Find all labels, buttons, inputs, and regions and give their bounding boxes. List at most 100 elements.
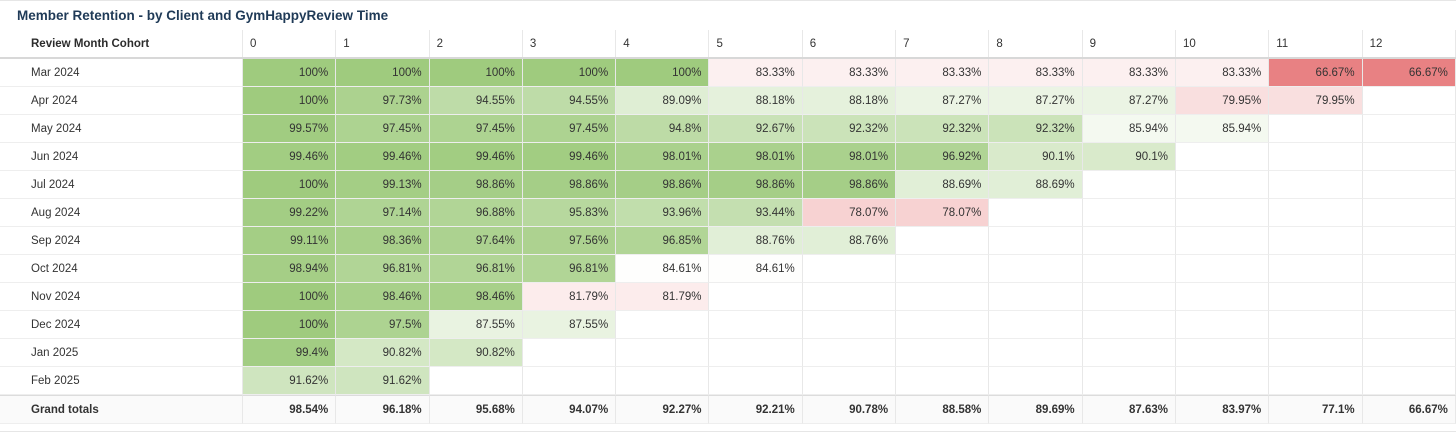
retention-cell: 93.96% <box>616 199 710 227</box>
retention-cell: 83.33% <box>1175 59 1270 87</box>
retention-cell: 97.64% <box>429 227 523 255</box>
retention-cell: 87.27% <box>989 87 1083 115</box>
column-header-4[interactable]: 4 <box>616 30 710 57</box>
retention-cell: 98.01% <box>616 143 710 171</box>
retention-cell <box>1175 255 1270 283</box>
cohort-label: Oct 2024 <box>0 255 243 283</box>
retention-cell <box>896 311 990 339</box>
retention-cell <box>1175 283 1270 311</box>
retention-cell: 96.81% <box>429 255 523 283</box>
retention-cell <box>896 367 990 395</box>
retention-cell <box>1175 227 1270 255</box>
retention-cell: 94.55% <box>429 87 523 115</box>
retention-cell: 97.73% <box>336 87 430 115</box>
column-header-3[interactable]: 3 <box>523 30 617 57</box>
retention-cell: 99.11% <box>243 227 337 255</box>
retention-cell: 100% <box>616 59 710 87</box>
grand-total-cell: 92.27% <box>616 395 710 424</box>
retention-cell: 98.46% <box>336 283 430 311</box>
retention-cell: 100% <box>243 171 337 199</box>
column-header-12[interactable]: 12 <box>1363 30 1456 57</box>
cohort-label: May 2024 <box>0 115 243 143</box>
column-header-6[interactable]: 6 <box>803 30 897 57</box>
retention-cell: 88.76% <box>709 227 803 255</box>
grand-total-cell: 88.58% <box>896 395 990 424</box>
retention-cell: 87.27% <box>896 87 990 115</box>
cohort-label: Jan 2025 <box>0 339 243 367</box>
retention-cell <box>1362 199 1456 227</box>
retention-cell <box>802 339 897 367</box>
retention-cell <box>1362 227 1456 255</box>
table-row: Dec 2024 100% 97.5% 87.55% 87.55% <box>0 311 1456 339</box>
retention-cell: 98.01% <box>709 143 803 171</box>
column-header-7[interactable]: 7 <box>896 30 990 57</box>
retention-cell: 66.67% <box>1269 59 1363 87</box>
retention-cell <box>1362 339 1456 367</box>
column-header-11[interactable]: 11 <box>1269 30 1363 57</box>
retention-cell: 84.61% <box>616 255 710 283</box>
retention-cell: 87.55% <box>522 311 617 339</box>
table-row: Oct 2024 98.94% 96.81% 96.81% 96.81% 84.61% 84… <box>0 255 1456 283</box>
retention-cell: 98.86% <box>429 171 523 199</box>
column-header-10[interactable]: 10 <box>1176 30 1270 57</box>
retention-cell <box>709 367 803 395</box>
retention-cell <box>1082 367 1176 395</box>
retention-cell: 88.69% <box>989 171 1083 199</box>
retention-cell <box>802 283 897 311</box>
retention-cell <box>1175 367 1270 395</box>
retention-cell: 90.1% <box>1082 143 1176 171</box>
retention-cell: 99.4% <box>243 339 337 367</box>
retention-cell <box>1175 311 1270 339</box>
column-header-cohort[interactable]: Review Month Cohort <box>0 30 243 57</box>
retention-cell: 100% <box>243 59 337 87</box>
retention-cell <box>989 255 1083 283</box>
retention-cell: 96.92% <box>896 143 990 171</box>
retention-cell: 88.18% <box>802 87 897 115</box>
cohort-label: Feb 2025 <box>0 367 243 395</box>
retention-cell: 87.55% <box>429 311 523 339</box>
retention-cell: 90.82% <box>429 339 523 367</box>
column-header-2[interactable]: 2 <box>430 30 523 57</box>
retention-cell: 83.33% <box>896 59 990 87</box>
retention-cell: 97.56% <box>522 227 617 255</box>
retention-cell <box>1082 171 1176 199</box>
column-header-5[interactable]: 5 <box>709 30 803 57</box>
retention-cell: 97.45% <box>522 115 617 143</box>
retention-cell <box>1269 227 1363 255</box>
retention-cell: 100% <box>336 59 430 87</box>
retention-cell: 87.27% <box>1082 87 1176 115</box>
retention-cell: 93.44% <box>709 199 803 227</box>
table-row: May 2024 99.57% 97.45% 97.45% 97.45% 94.8% 92.… <box>0 115 1456 143</box>
column-header-8[interactable]: 8 <box>989 30 1083 57</box>
retention-cell: 91.62% <box>243 367 337 395</box>
retention-cell: 95.83% <box>522 199 617 227</box>
retention-cell <box>896 339 990 367</box>
retention-cell: 100% <box>243 283 337 311</box>
column-header-9[interactable]: 9 <box>1083 30 1176 57</box>
table-row: Jan 2025 99.4% 90.82% 90.82% <box>0 339 1456 367</box>
cohort-label: Jun 2024 <box>0 143 243 171</box>
retention-cell: 83.33% <box>1082 59 1176 87</box>
retention-cell: 100% <box>243 311 337 339</box>
retention-cell: 99.46% <box>429 143 523 171</box>
table-row: Sep 2024 99.11% 98.36% 97.64% 97.56% 96.85% 88… <box>0 227 1456 255</box>
cohort-label: Mar 2024 <box>0 59 243 87</box>
retention-cell: 88.69% <box>896 171 990 199</box>
retention-cell <box>989 199 1083 227</box>
grand-total-cell: 89.69% <box>989 395 1083 424</box>
retention-cell <box>989 367 1083 395</box>
column-header-1[interactable]: 1 <box>336 30 430 57</box>
grand-total-cell: 77.1% <box>1269 395 1363 424</box>
table-row: Nov 2024 100% 98.46% 98.46% 81.79% 81.79% <box>0 283 1456 311</box>
retention-cell: 99.13% <box>336 171 430 199</box>
retention-cell: 92.67% <box>709 115 803 143</box>
retention-cell <box>616 367 710 395</box>
retention-cell <box>802 311 897 339</box>
cohort-label: Jul 2024 <box>0 171 243 199</box>
retention-cell: 97.45% <box>336 115 430 143</box>
column-header-0[interactable]: 0 <box>243 30 337 57</box>
retention-cell: 83.33% <box>989 59 1083 87</box>
retention-cell <box>1269 339 1363 367</box>
retention-cell: 99.46% <box>336 143 430 171</box>
